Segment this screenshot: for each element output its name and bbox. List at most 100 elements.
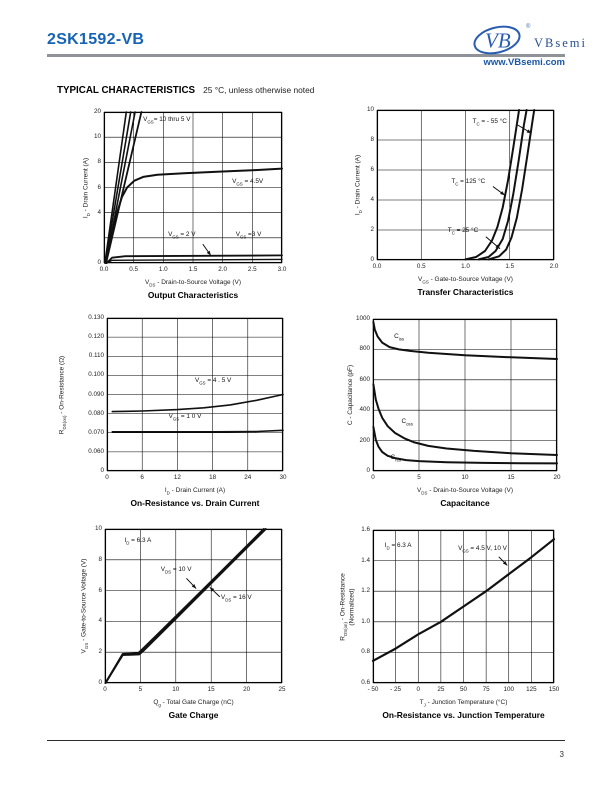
y-tick-label: 6 bbox=[370, 166, 374, 173]
x-tick-label: 6 bbox=[140, 474, 144, 481]
curve-coss bbox=[372, 383, 558, 456]
curve-vgs-4p5v bbox=[111, 393, 284, 413]
y-tick-label: 0.090 bbox=[88, 390, 104, 398]
website-link[interactable]: www.VBsemi.com bbox=[483, 57, 565, 68]
x-tick-label: 1.5 bbox=[505, 263, 515, 270]
y-tick-label: 6 bbox=[98, 586, 102, 594]
y-tick-label: 2 bbox=[370, 226, 374, 233]
chart-title: On-Resistance vs. Drain Current bbox=[130, 498, 260, 508]
y-tick-label: 8 bbox=[97, 158, 101, 166]
x-tick-label: - 25 bbox=[390, 686, 402, 693]
x-tick-label: 0 bbox=[416, 686, 420, 693]
annotation-arrowhead bbox=[500, 191, 505, 196]
annotation: VGS =3 V bbox=[235, 231, 262, 240]
x-tick-label: 20 bbox=[243, 686, 251, 693]
registered-trademark: ® bbox=[526, 24, 531, 30]
y-tick-label: 0 bbox=[97, 259, 101, 266]
annotation: VGS = 2 V bbox=[168, 231, 196, 240]
y-tick-label: 0.100 bbox=[88, 371, 104, 379]
y-tick-label: 8 bbox=[370, 136, 374, 143]
plot-on-resistance-vs-junction-temperature bbox=[371, 529, 556, 684]
annotation-arrowhead bbox=[191, 584, 197, 589]
annotation: ID = 6.3 A bbox=[124, 537, 152, 546]
x-tick-label: 25 bbox=[278, 686, 286, 693]
y-axis-label: C - Capacitance (pF) bbox=[346, 364, 354, 426]
y-axis-label: ID - Drain Current (A) bbox=[354, 154, 363, 216]
footer-rule bbox=[47, 740, 565, 742]
logo-monogram-text: VB bbox=[485, 29, 511, 53]
y-tick-label: 10 bbox=[366, 106, 374, 113]
x-tick-label: 3.0 bbox=[277, 266, 287, 273]
curve-vgs-3v bbox=[105, 254, 283, 264]
part-number: 2SK1592-VB bbox=[47, 31, 145, 48]
x-tick-label: 15 bbox=[507, 474, 515, 481]
y-axis-label: ID - Drain Current (A) bbox=[82, 157, 91, 218]
x-tick-label: 30 bbox=[279, 474, 287, 481]
y-tick-label: 600 bbox=[359, 375, 370, 383]
x-tick-label: 50 bbox=[459, 686, 467, 693]
chart-title: Gate Charge bbox=[168, 710, 219, 720]
curve-crss bbox=[372, 425, 558, 465]
page-number: 3 bbox=[559, 750, 564, 759]
annotation-arrowhead bbox=[526, 129, 532, 134]
y-tick-label: 4 bbox=[370, 196, 374, 203]
y-tick-label: 1.2 bbox=[361, 587, 370, 595]
section-title: TYPICAL CHARACTERISTICS bbox=[57, 85, 196, 96]
annotation: Crss bbox=[390, 453, 401, 462]
header-rule bbox=[47, 54, 565, 57]
y-tick-label: 0.060 bbox=[88, 447, 104, 455]
annotation: Coss bbox=[401, 417, 413, 427]
y-tick-label: 0 bbox=[98, 679, 102, 686]
y-tick-label: 1.4 bbox=[361, 556, 370, 564]
vb-monogram-icon: VB bbox=[473, 25, 521, 55]
x-tick-label: 0.0 bbox=[372, 263, 382, 270]
y-tick-label: 0.130 bbox=[88, 314, 104, 321]
y-tick-label: 0 bbox=[100, 467, 104, 474]
x-tick-label: 150 bbox=[548, 686, 560, 693]
curve-tc-25c bbox=[477, 109, 528, 261]
annotation: VGS = 1 0 V bbox=[168, 412, 202, 422]
x-tick-label: 125 bbox=[526, 686, 537, 693]
y-tick-label: 1.0 bbox=[361, 617, 370, 625]
vbsemi-logo: VB ® VBsemi bbox=[472, 24, 592, 58]
y-tick-label: 0.8 bbox=[361, 648, 370, 656]
x-tick-label: 20 bbox=[553, 474, 561, 481]
y-tick-label: 2 bbox=[98, 648, 102, 656]
annotation: TC = - 55 °C bbox=[472, 117, 507, 126]
x-tick-label: 1.0 bbox=[461, 263, 470, 270]
x-axis-label: ID - Drain Current (A) bbox=[164, 487, 226, 496]
x-axis-label: Qg - Total Gate Charge (nC) bbox=[153, 699, 234, 708]
x-axis-label: VDS - Drain-to-Source Voltage (V) bbox=[144, 279, 242, 288]
x-tick-label: 1.5 bbox=[188, 266, 198, 273]
y-axis-label: RDS(on) - On-Resistance (Normalized) bbox=[339, 572, 356, 641]
y-axis-label: RDS(on) - On-Resistance (Ω) bbox=[58, 355, 67, 434]
x-tick-label: 1.0 bbox=[158, 266, 168, 273]
y-tick-label: 10 bbox=[93, 133, 101, 141]
chart-title: Transfer Characteristics bbox=[417, 287, 514, 297]
y-tick-label: 4 bbox=[97, 208, 101, 216]
curve-tc-125c bbox=[464, 109, 520, 261]
x-tick-label: 0.5 bbox=[129, 266, 139, 273]
annotation-arrowhead bbox=[502, 561, 508, 566]
annotation: ID = 6.3 A bbox=[384, 542, 412, 551]
y-tick-label: 0 bbox=[366, 467, 370, 474]
curve-vgs-10v bbox=[104, 111, 128, 264]
y-tick-label: 8 bbox=[98, 555, 102, 563]
y-tick-label: 1.6 bbox=[361, 526, 370, 533]
annotation: Ciss bbox=[394, 332, 405, 341]
y-tick-label: 0.110 bbox=[88, 352, 104, 360]
plot-output-characteristics bbox=[103, 111, 283, 264]
curve-vgs-4p5v bbox=[104, 167, 283, 264]
y-tick-label: 0 bbox=[370, 256, 374, 263]
brand-name: VBsemi bbox=[534, 36, 587, 50]
annotation: VDS = 10 V bbox=[160, 565, 192, 575]
x-axis-label: VDS - Drain-to-Source Voltage (V) bbox=[416, 487, 514, 496]
x-tick-label: 0 bbox=[371, 474, 375, 481]
y-tick-label: 400 bbox=[359, 406, 370, 414]
x-tick-label: 0.5 bbox=[416, 263, 426, 270]
x-tick-label: 5 bbox=[417, 474, 421, 481]
annotation: VDS = 16 V bbox=[220, 593, 252, 602]
x-tick-label: 15 bbox=[207, 686, 215, 693]
chart-title: Capacitance bbox=[440, 498, 490, 508]
x-axis-label: TJ - Junction Temperature (°C) bbox=[419, 699, 508, 708]
